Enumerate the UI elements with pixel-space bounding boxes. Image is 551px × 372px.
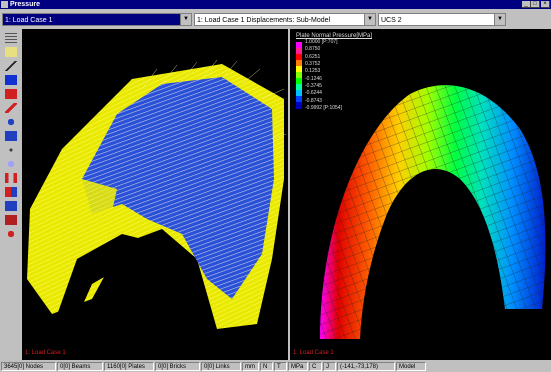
legend-swatch xyxy=(296,54,302,61)
legend-value: 0.8750 xyxy=(305,46,321,53)
legend-swatch xyxy=(296,42,302,49)
status-unit-energy[interactable]: J xyxy=(323,362,336,371)
close-button[interactable]: × xyxy=(541,1,550,8)
legend-swatch xyxy=(296,72,302,79)
right-viewport[interactable]: Plate Normal Pressure[MPa] 1.0000 [P:707… xyxy=(290,29,551,360)
legend-value: 0.3752 xyxy=(305,61,321,67)
plate-icon[interactable] xyxy=(5,75,17,85)
displacements-combo[interactable]: 1: Load Case 1 Displacements: Sub-Model … xyxy=(194,13,376,26)
status-unit-stress[interactable]: MPa xyxy=(288,362,308,371)
legend-swatch xyxy=(296,102,302,109)
viewport-splitter[interactable] xyxy=(288,29,290,360)
status-bricks: 0[0] Bricks xyxy=(155,362,200,371)
status-links: 0[0] Links xyxy=(201,362,241,371)
pressure-contour-model xyxy=(320,85,546,339)
status-unit-force[interactable]: N xyxy=(260,362,273,371)
legend-swatch xyxy=(296,90,302,97)
viewport-label: 1: Load Case 1 xyxy=(25,350,66,356)
window-title: Pressure xyxy=(10,1,40,8)
status-bar: 3645[0] Nodes 0[0] Beams 1160[0] Plates … xyxy=(0,361,551,372)
legend-swatch xyxy=(296,66,302,73)
load-case-combo[interactable]: 1: Load Case 1 ▼ xyxy=(2,13,192,26)
ucs-combo-value: UCS 2 xyxy=(381,17,402,24)
chevron-down-icon[interactable]: ▼ xyxy=(180,14,191,25)
solver-icon[interactable] xyxy=(5,215,17,225)
status-unit-temp[interactable]: C xyxy=(309,362,322,371)
pressure-arrows-model xyxy=(27,59,287,329)
status-unit-mass[interactable]: T xyxy=(274,362,287,371)
maximize-button[interactable]: □ xyxy=(531,1,540,8)
node-icon[interactable] xyxy=(5,159,17,169)
legend-value: -0.9992 [P:1054] xyxy=(305,105,342,111)
displacements-combo-value: 1: Load Case 1 Displacements: Sub-Model xyxy=(197,17,331,24)
load-case-combo-value: 1: Load Case 1 xyxy=(5,17,53,24)
chevron-down-icon[interactable]: ▼ xyxy=(494,14,505,25)
restraint-icon[interactable] xyxy=(5,173,17,183)
pressure-icon[interactable] xyxy=(5,201,17,211)
left-toolbar xyxy=(0,29,22,362)
legend-swatch xyxy=(296,48,302,55)
menu-icon[interactable] xyxy=(5,33,17,43)
legend-swatch xyxy=(296,60,302,67)
legend-value: 0.1253 xyxy=(305,68,321,75)
status-coordinates: (-141,-73,178) xyxy=(337,362,395,371)
pencil-icon[interactable] xyxy=(5,47,17,57)
legend-value: -0.8743 xyxy=(305,97,322,104)
legend-value: 1.0000 [P:707] xyxy=(305,39,338,45)
legend-swatch xyxy=(296,96,302,103)
line-icon[interactable] xyxy=(5,61,17,71)
viewport-label: 1: Load Case 1 xyxy=(293,350,334,356)
title-bar: Pressure _ □ × xyxy=(0,0,551,9)
legend-value: -0.1246 xyxy=(305,75,322,82)
status-plates: 1160[0] Plates xyxy=(104,362,154,371)
subdivide-icon[interactable] xyxy=(5,131,17,141)
left-viewport[interactable]: 1: Load Case 1 xyxy=(22,29,288,360)
ucs-combo[interactable]: UCS 2 ▼ xyxy=(378,13,506,26)
status-beams: 0[0] Beams xyxy=(57,362,103,371)
legend-value: -0.6244 xyxy=(305,90,322,97)
load-icon[interactable] xyxy=(5,187,17,197)
brush-icon[interactable] xyxy=(5,103,17,113)
result-icon[interactable] xyxy=(5,229,17,239)
app-icon xyxy=(1,1,8,8)
status-nodes: 3645[0] Nodes xyxy=(1,362,56,371)
legend-swatch xyxy=(296,84,302,91)
status-unit-length[interactable]: mm xyxy=(242,362,259,371)
legend-swatch xyxy=(296,78,302,85)
status-mode: Model xyxy=(396,362,426,371)
legend-value: -0.3745 xyxy=(305,83,322,89)
legend-title: Plate Normal Pressure[MPa] xyxy=(296,33,373,39)
brick-icon[interactable] xyxy=(5,89,17,99)
minimize-button[interactable]: _ xyxy=(522,1,531,8)
legend-color-bar xyxy=(296,42,302,109)
link-icon[interactable] xyxy=(5,117,17,127)
legend-value: 0.6251 xyxy=(305,53,321,60)
chevron-down-icon[interactable]: ▼ xyxy=(364,14,375,25)
top-toolbar: 1: Load Case 1 ▼ 1: Load Case 1 Displace… xyxy=(0,9,551,29)
dot-icon[interactable] xyxy=(5,145,17,155)
